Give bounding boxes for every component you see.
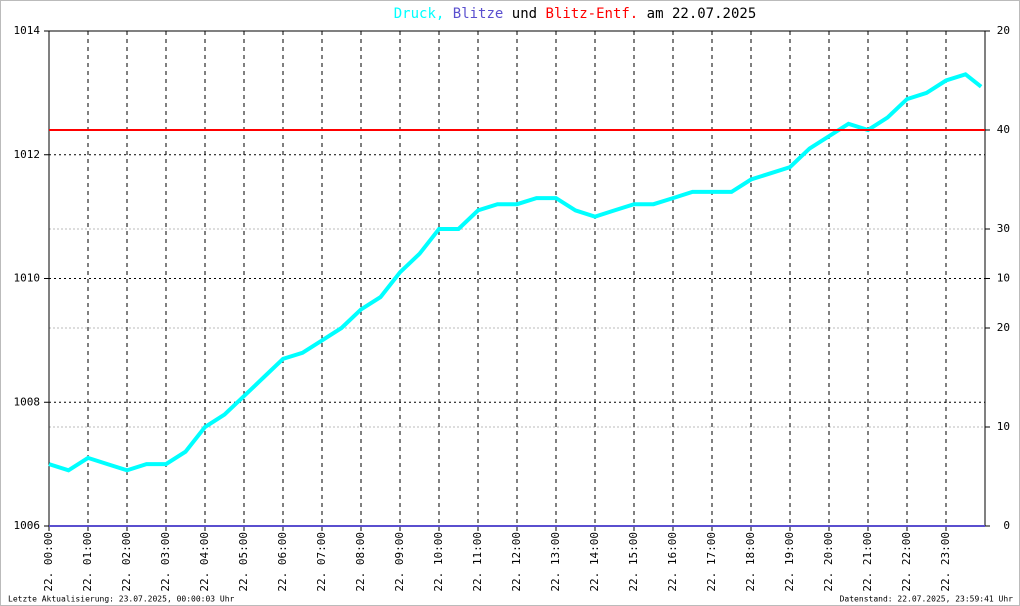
- x-tick-label: 22. 11:00: [471, 532, 484, 592]
- x-tick-label: 22. 16:00: [666, 532, 679, 592]
- x-tick-label: 22. 17:00: [705, 532, 718, 592]
- y3-tick-label: 30: [997, 222, 1010, 235]
- x-tick-label: 22. 14:00: [588, 532, 601, 592]
- title-separator: ,: [436, 6, 444, 22]
- x-tick-label: 22. 03:00: [159, 532, 172, 592]
- x-tick-label: 22. 09:00: [393, 532, 406, 592]
- x-tick-label: 22. 20:00: [822, 532, 835, 592]
- x-tick-label: 22. 06:00: [276, 532, 289, 592]
- x-tick-label: 22. 18:00: [744, 532, 757, 592]
- y3-tick-label: 20: [997, 321, 1010, 334]
- chart-title: Druck, Blitze und Blitz-Entf. am 22.07.2…: [394, 6, 757, 22]
- x-tick-label: 22. 23:00: [939, 532, 952, 592]
- y-tick-label: 1010: [14, 272, 41, 285]
- y-tick-label: 1008: [14, 395, 41, 408]
- series-line: [48, 72, 983, 473]
- footer-left: Letzte Aktualisierung: 23.07.2025, 00:00…: [8, 595, 235, 604]
- legend-druck: Druck: [394, 6, 437, 22]
- y2-tick-label: 0: [1003, 519, 1010, 532]
- title-and: und: [512, 6, 537, 22]
- footer-right: Datenstand: 22.07.2025, 23:59:41 Uhr: [840, 595, 1014, 604]
- x-tick-label: 22. 21:00: [861, 532, 874, 592]
- x-tick-label: 22. 01:00: [81, 532, 94, 592]
- y2-tick-label: 10: [997, 272, 1010, 285]
- y-tick-label: 1012: [14, 148, 41, 161]
- title-date: am 22.07.2025: [647, 6, 757, 22]
- x-tick-label: 22. 10:00: [432, 532, 445, 592]
- y2-tick-label: 20: [997, 24, 1010, 37]
- x-tick-label: 22. 22:00: [900, 532, 913, 592]
- legend-blitze: Blitze: [453, 6, 504, 22]
- x-tick-label: 22. 07:00: [315, 532, 328, 592]
- x-tick-label: 22. 08:00: [354, 532, 367, 592]
- x-tick-label: 22. 19:00: [783, 532, 796, 592]
- x-tick-label: 22. 02:00: [120, 532, 133, 592]
- x-tick-label: 22. 04:00: [198, 532, 211, 592]
- y3-tick-label: 40: [997, 123, 1010, 136]
- y-tick-label: 1014: [14, 24, 41, 37]
- x-tick-label: 22. 13:00: [549, 532, 562, 592]
- x-tick-label: 22. 15:00: [627, 532, 640, 592]
- x-tick-label: 22. 00:00: [42, 532, 55, 592]
- x-tick-label: 22. 05:00: [237, 532, 250, 592]
- y3-tick-label: 10: [997, 420, 1010, 433]
- x-tick-label: 22. 12:00: [510, 532, 523, 592]
- y-tick-label: 1006: [14, 519, 41, 532]
- legend-blitz-entf: Blitz-Entf.: [546, 6, 639, 22]
